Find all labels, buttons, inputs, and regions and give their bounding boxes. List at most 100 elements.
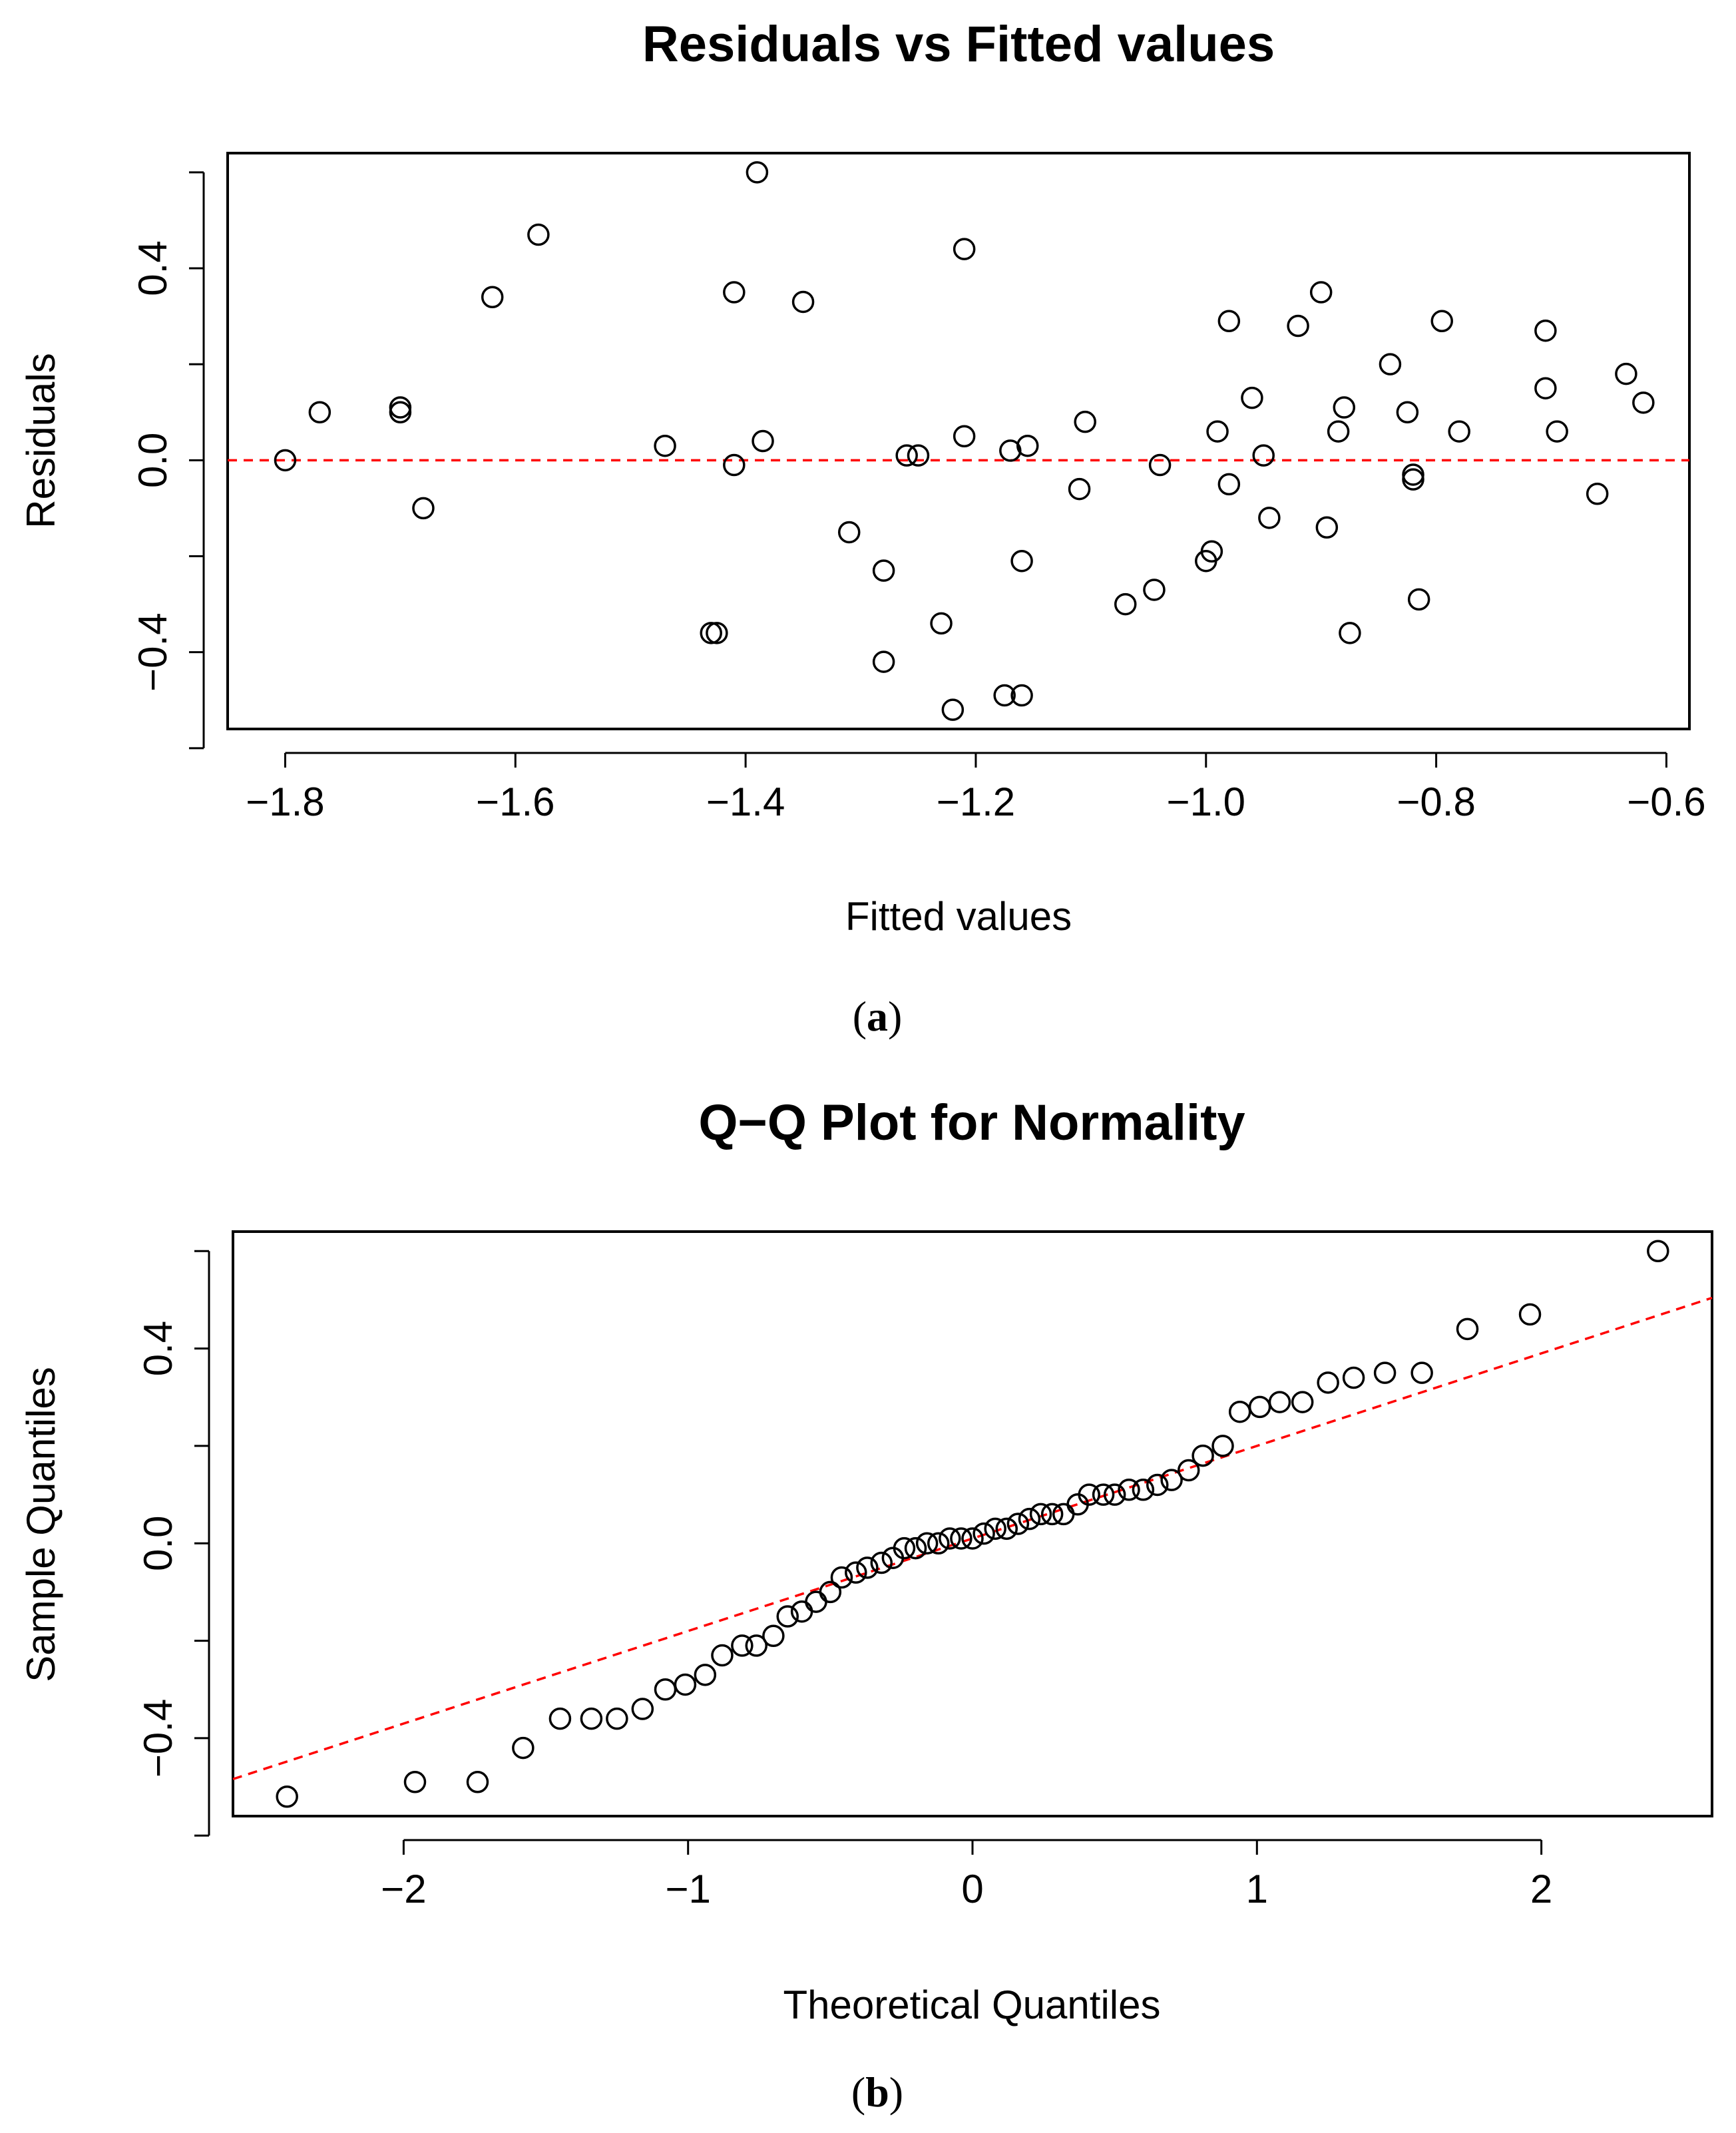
data-point bbox=[904, 1537, 927, 1560]
data-point bbox=[872, 650, 895, 673]
data-point bbox=[276, 1785, 298, 1808]
x-tick-label: 0 bbox=[961, 1867, 983, 1911]
data-point bbox=[776, 1605, 799, 1628]
chart-b-caption: (b) bbox=[851, 2068, 903, 2116]
data-point bbox=[1327, 420, 1350, 443]
data-point bbox=[1241, 386, 1263, 409]
data-point bbox=[1206, 420, 1229, 443]
data-point bbox=[1114, 592, 1137, 616]
y-tick-label: 0.4 bbox=[136, 1321, 180, 1376]
data-point bbox=[745, 1634, 767, 1657]
data-point bbox=[907, 444, 930, 467]
chart-b-caption-letter: b bbox=[865, 2068, 889, 2116]
chart-a-plot-box bbox=[226, 152, 1691, 730]
data-point bbox=[1373, 1361, 1397, 1384]
data-point bbox=[915, 1532, 939, 1555]
data-point bbox=[819, 1580, 842, 1604]
data-point bbox=[512, 1736, 535, 1760]
x-tick-label: −1.0 bbox=[1167, 780, 1245, 824]
data-point bbox=[1029, 1503, 1052, 1526]
data-point bbox=[711, 1644, 734, 1667]
data-point bbox=[1407, 588, 1430, 611]
data-point bbox=[1217, 310, 1241, 333]
data-point bbox=[830, 1566, 853, 1589]
chart-a-points bbox=[274, 161, 1655, 721]
data-point bbox=[466, 1771, 489, 1793]
data-point bbox=[403, 1771, 427, 1793]
data-point bbox=[746, 161, 769, 184]
data-point bbox=[1309, 281, 1333, 304]
data-point bbox=[1287, 314, 1309, 338]
data-point bbox=[895, 444, 918, 467]
data-point bbox=[1200, 540, 1223, 563]
data-point bbox=[723, 281, 746, 304]
data-point bbox=[1317, 1371, 1339, 1394]
data-point bbox=[674, 1673, 697, 1696]
data-point bbox=[1379, 353, 1402, 375]
data-point bbox=[993, 684, 1016, 707]
chart-b-plot-box bbox=[232, 1230, 1713, 1817]
chart-b-y-axis: −0.4 0.0 0.4 bbox=[136, 1250, 210, 1837]
data-point bbox=[654, 1678, 677, 1701]
x-tick-label: −2 bbox=[381, 1867, 426, 1911]
chart-b-x-axis: −2 −1 0 1 2 bbox=[381, 1839, 1552, 1911]
data-point bbox=[1291, 1391, 1314, 1413]
panel-b: Q−Q Plot for Normality −2 −1 0 1 2 −0.4 0.0 0.… bbox=[19, 1094, 1713, 2116]
data-point bbox=[1211, 1435, 1234, 1457]
data-point bbox=[274, 449, 297, 472]
data-point bbox=[762, 1624, 785, 1648]
data-point bbox=[790, 1600, 813, 1623]
data-point bbox=[1078, 1483, 1100, 1506]
chart-a-x-axis: −1.8 −1.6 −1.4 −1.2 −1.0 −0.8 −0.6 bbox=[246, 752, 1706, 824]
data-point bbox=[941, 698, 965, 721]
data-point bbox=[872, 559, 895, 582]
chart-b-title: Q−Q Plot for Normality bbox=[698, 1094, 1245, 1151]
data-point bbox=[731, 1634, 754, 1657]
data-point bbox=[1430, 310, 1453, 333]
data-point bbox=[805, 1590, 827, 1613]
data-point bbox=[961, 1527, 984, 1550]
data-point bbox=[953, 425, 976, 448]
data-point bbox=[1252, 444, 1275, 467]
data-point bbox=[1068, 477, 1091, 501]
data-point bbox=[606, 1707, 628, 1730]
data-point bbox=[308, 401, 331, 423]
data-point bbox=[1228, 1400, 1251, 1423]
data-point bbox=[1118, 1479, 1140, 1501]
data-point bbox=[1396, 401, 1419, 423]
x-tick-label: −1.2 bbox=[937, 780, 1015, 824]
data-point bbox=[1258, 507, 1281, 529]
data-point bbox=[870, 1551, 893, 1574]
data-point bbox=[1518, 1303, 1542, 1326]
data-point bbox=[1456, 1317, 1479, 1341]
data-point bbox=[837, 521, 861, 544]
data-point bbox=[1146, 1473, 1169, 1497]
y-tick-label: −0.4 bbox=[130, 612, 175, 691]
data-point bbox=[700, 622, 722, 644]
data-point bbox=[389, 396, 412, 419]
chart-b-points bbox=[276, 1240, 1669, 1808]
data-point bbox=[1178, 1459, 1200, 1482]
x-tick-label: −1 bbox=[665, 1867, 710, 1911]
panel-a: Residuals vs Fitted values −1.8 −1.6 −1.4−… bbox=[19, 16, 1706, 1040]
data-point bbox=[706, 622, 728, 644]
data-point bbox=[1160, 1469, 1183, 1491]
data-point bbox=[856, 1556, 879, 1579]
data-point bbox=[953, 238, 976, 260]
data-point bbox=[1092, 1483, 1115, 1506]
x-tick-label: −1.6 bbox=[476, 780, 554, 824]
x-tick-label: −0.6 bbox=[1627, 780, 1705, 824]
data-point bbox=[927, 1532, 950, 1555]
chart-a-caption: (a) bbox=[853, 993, 903, 1040]
chart-a-caption-letter: a bbox=[867, 993, 888, 1040]
chart-b-ylabel: Sample Quantiles bbox=[19, 1367, 63, 1682]
data-point bbox=[723, 453, 746, 477]
data-point bbox=[1268, 1391, 1291, 1413]
data-point bbox=[973, 1522, 995, 1545]
x-tick-label: −0.8 bbox=[1397, 780, 1475, 824]
data-point bbox=[1586, 483, 1609, 505]
data-point bbox=[548, 1707, 572, 1730]
data-point bbox=[1315, 516, 1339, 539]
data-point bbox=[1647, 1240, 1669, 1263]
